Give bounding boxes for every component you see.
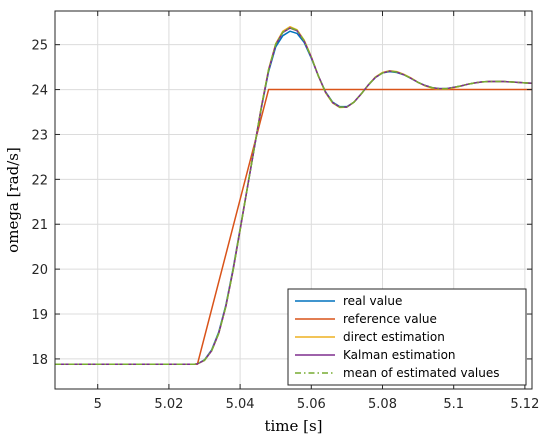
legend-entry-1: real value (343, 294, 402, 308)
y-axis-label: omega [rad/s] (4, 147, 22, 253)
series-group (55, 25, 533, 366)
legend: real value reference value direct estimati… (287, 288, 527, 386)
legend-entry-3: direct estimation (343, 330, 445, 344)
x-axis-label: time [s] (264, 417, 322, 435)
plot-frame (54, 10, 533, 390)
legend-entry-4: Kalman estimation (343, 348, 456, 362)
x-axis: 5 5.02 5.04 5.06 5.08 5.1 5.12 (94, 11, 539, 412)
x-tick-label: 5.1 (443, 397, 464, 412)
y-tick-label: 24 (31, 84, 48, 99)
y-axis: 18 19 20 21 22 23 24 25 (31, 39, 532, 368)
y-tick-label: 23 (31, 128, 48, 143)
x-tick-label: 5.06 (297, 397, 326, 412)
legend-entry-5: mean of estimated values (343, 366, 500, 380)
y-tick-label: 25 (31, 39, 48, 54)
x-tick-label: 5.02 (154, 397, 183, 412)
series-line-5 (55, 26, 533, 366)
x-tick-label: 5 (94, 397, 102, 412)
y-tick-label: 21 (31, 218, 48, 233)
y-tick-label: 22 (31, 173, 48, 188)
x-tick-label: 5.08 (368, 397, 397, 412)
x-tick-label: 5.12 (510, 397, 539, 412)
y-tick-label: 19 (31, 308, 48, 323)
x-tick-label: 5.04 (226, 397, 255, 412)
legend-entry-2: reference value (343, 312, 437, 326)
y-tick-label: 18 (31, 353, 48, 368)
y-tick-label: 20 (31, 263, 48, 278)
